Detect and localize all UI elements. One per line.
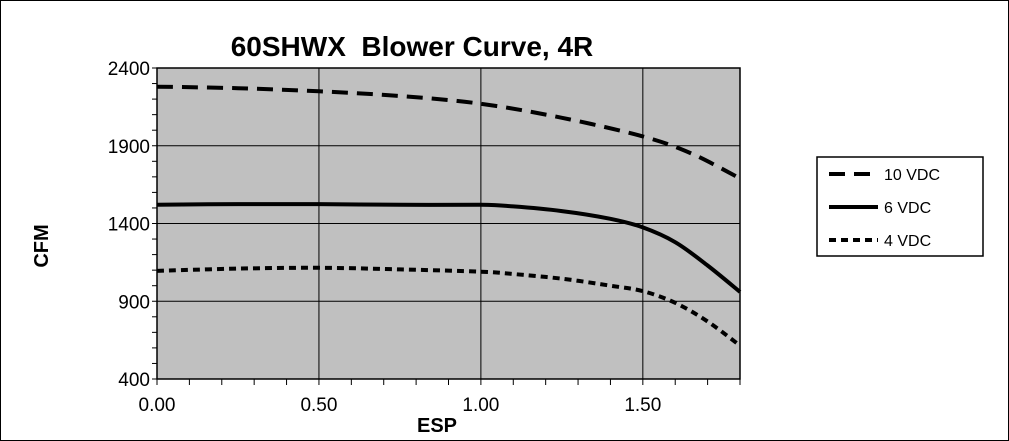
series-line-6-vdc xyxy=(156,201,742,294)
x-axis-label: ESP xyxy=(417,415,457,437)
y-axis-label: CFM xyxy=(31,224,53,267)
axis-ticks xyxy=(152,67,741,385)
y-tick-label: 900 xyxy=(118,292,150,313)
y-tick-label: 2400 xyxy=(108,59,150,80)
chart-title: 60SHWX Blower Curve, 4R xyxy=(231,31,594,62)
y-tick-label: 1900 xyxy=(108,137,150,158)
gridlines xyxy=(157,68,740,379)
x-tick-label: 1.00 xyxy=(462,395,499,416)
series-line-4-vdc xyxy=(156,265,742,348)
legend-label: 6 VDC xyxy=(884,200,931,217)
legend-label: 4 VDC xyxy=(884,233,931,250)
series-line-10-vdc xyxy=(156,84,741,181)
series-lines xyxy=(156,84,742,348)
y-tick-label: 400 xyxy=(118,370,150,391)
y-tick-label: 1400 xyxy=(108,215,150,236)
x-tick-label: 0.50 xyxy=(300,395,337,416)
legend: 10 VDC 6 VDC 4 VDC xyxy=(816,156,984,257)
tick-labels: 0.00 0.50 1.00 1.50 400 900 1400 1900 2400 xyxy=(108,59,662,416)
x-tick-label: 1.50 xyxy=(624,395,661,416)
x-tick-label: 0.00 xyxy=(139,395,176,416)
legend-label: 10 VDC xyxy=(884,167,940,184)
